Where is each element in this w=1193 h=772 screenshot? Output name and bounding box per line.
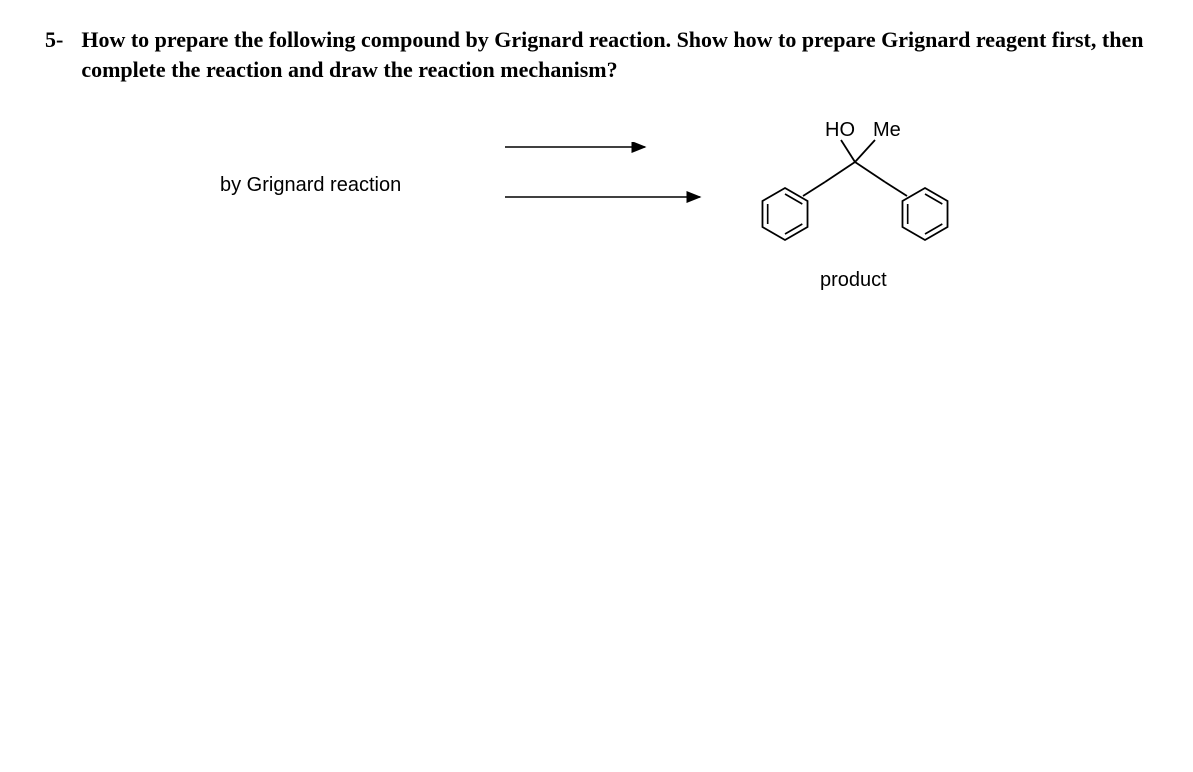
product-svg: HO Me [725, 114, 985, 264]
grignard-label: by Grignard reaction [220, 174, 401, 197]
phenyl-right [902, 188, 947, 240]
product-label: product [820, 269, 887, 292]
me-label: Me [873, 119, 901, 141]
ho-label: HO [825, 119, 855, 141]
question-block: 5- How to prepare the following compound… [45, 25, 1148, 84]
reaction-arrows [505, 142, 725, 228]
central-carbon [803, 140, 907, 196]
arrows-svg [505, 142, 725, 222]
question-text: How to prepare the following compound by… [81, 25, 1148, 84]
product-structure: HO Me [725, 114, 985, 270]
question-number: 5- [45, 25, 63, 55]
reaction-diagram: by Grignard reaction HO Me [45, 114, 1148, 374]
phenyl-left [762, 188, 807, 240]
